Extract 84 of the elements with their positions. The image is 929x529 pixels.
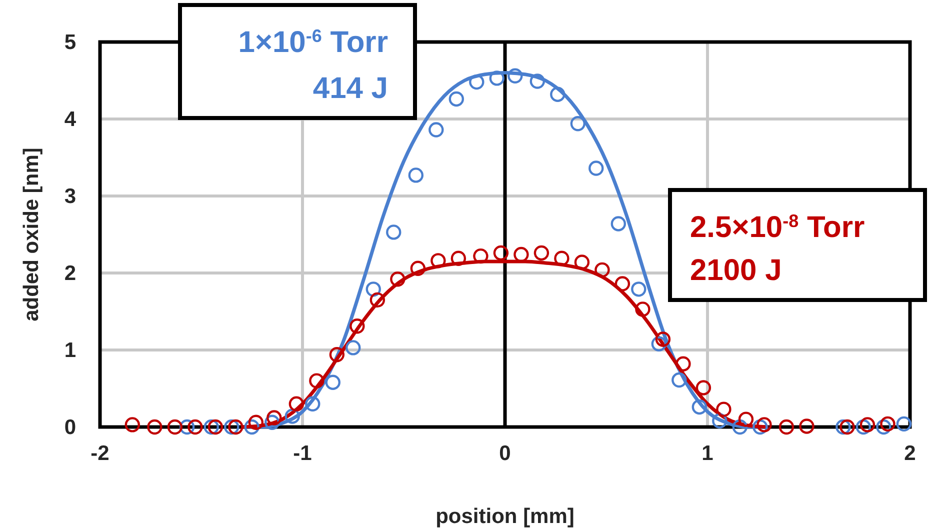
- point: [756, 417, 772, 432]
- point: [732, 419, 748, 435]
- point: [896, 416, 912, 432]
- point: [493, 245, 509, 261]
- point: [450, 250, 466, 266]
- point: [655, 332, 671, 347]
- point: [676, 356, 691, 372]
- point: [860, 417, 876, 432]
- annotation: 2.5×10$^{-8}$ Torr 2100 J: [690, 211, 866, 287]
- point: [631, 282, 646, 297]
- point: [264, 414, 280, 430]
- point: [284, 408, 300, 424]
- point: [489, 70, 504, 86]
- point: [167, 419, 183, 435]
- point: [473, 248, 488, 264]
- point: [408, 168, 424, 183]
- point: [179, 419, 195, 435]
- point: [836, 419, 851, 435]
- y-tick-label: 3: [64, 185, 76, 208]
- point: [288, 396, 304, 412]
- point: [692, 399, 707, 415]
- point: [716, 402, 732, 417]
- point: [696, 380, 712, 396]
- point: [147, 419, 162, 435]
- x-tick-label: 0: [499, 442, 511, 465]
- point: [390, 272, 406, 287]
- y-tick-label: 2: [64, 262, 76, 285]
- y-tick-label: 0: [64, 416, 76, 439]
- x-tick-label: 2: [904, 442, 916, 465]
- point: [651, 336, 666, 352]
- point: [430, 253, 446, 268]
- point: [366, 282, 381, 297]
- point: [508, 68, 523, 84]
- point: [448, 91, 464, 107]
- point: [778, 419, 794, 435]
- annotation: 1×10$^{-6}$ Torr 414 J: [238, 26, 388, 105]
- point: [309, 373, 324, 388]
- y-axis-title: added oxide [nm]: [20, 148, 43, 322]
- point: [469, 74, 484, 90]
- point: [752, 419, 768, 435]
- point: [266, 410, 282, 426]
- point: [672, 372, 687, 388]
- x-axis-title: position [mm]: [436, 505, 574, 528]
- y-tick-label: 5: [64, 31, 76, 54]
- point: [188, 419, 203, 435]
- point: [574, 254, 590, 270]
- point: [856, 419, 872, 435]
- point: [329, 347, 345, 362]
- point: [594, 262, 610, 278]
- point: [386, 224, 402, 240]
- point: [534, 245, 550, 261]
- point: [228, 419, 244, 435]
- point: [325, 374, 340, 390]
- point: [738, 412, 754, 427]
- point: [410, 260, 426, 276]
- point: [880, 416, 896, 432]
- point: [799, 418, 814, 434]
- point: [350, 318, 365, 334]
- y-tick-label: 1: [64, 339, 76, 362]
- point: [876, 419, 892, 435]
- point: [124, 417, 140, 432]
- point: [614, 276, 630, 292]
- x-tick-label: 1: [702, 442, 714, 465]
- point: [204, 419, 219, 435]
- x-tick-label: -1: [293, 442, 312, 465]
- y-tick-label: 4: [64, 108, 76, 131]
- point: [840, 419, 855, 435]
- point: [208, 419, 224, 435]
- point: [370, 292, 386, 308]
- point: [346, 340, 361, 356]
- point: [305, 396, 320, 412]
- point: [570, 116, 586, 132]
- point: [248, 414, 264, 430]
- point: [550, 86, 566, 102]
- point: [530, 74, 545, 89]
- point: [588, 160, 604, 176]
- point: [224, 419, 240, 435]
- point: [244, 419, 260, 435]
- point: [712, 413, 728, 428]
- point: [635, 302, 650, 317]
- point: [428, 122, 444, 138]
- point: [554, 250, 570, 266]
- point: [610, 216, 626, 232]
- x-tick-label: -2: [90, 442, 110, 465]
